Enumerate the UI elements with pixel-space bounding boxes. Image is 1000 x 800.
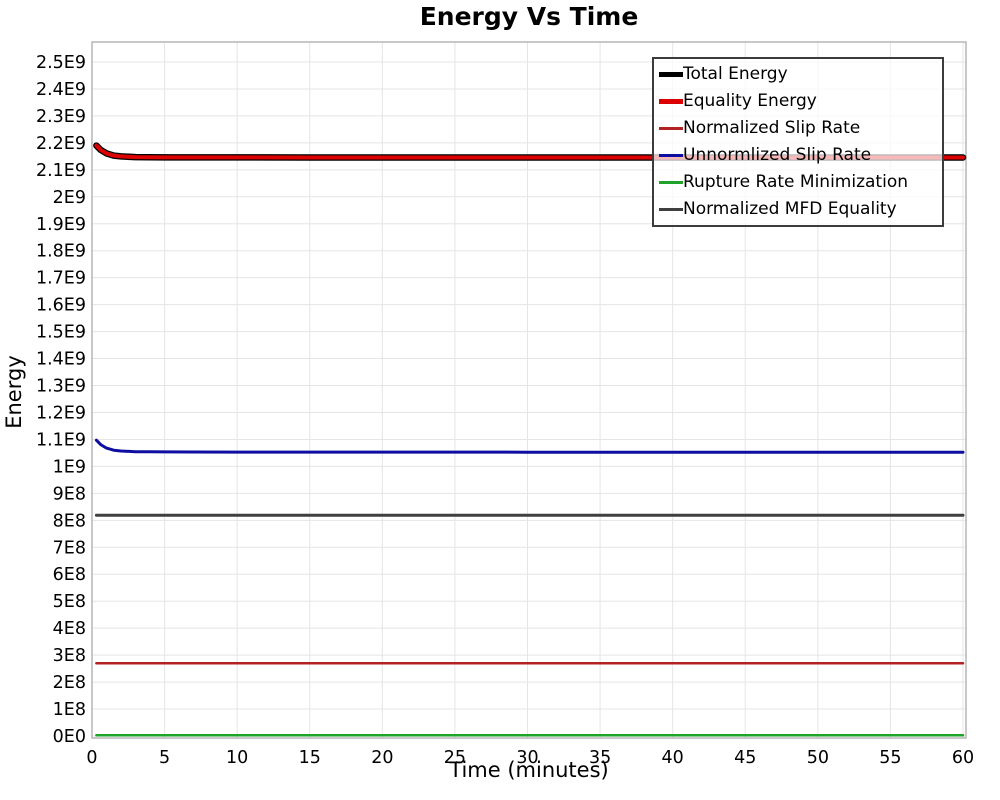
x-tick-label: 40: [662, 748, 684, 768]
y-tick-label: 1E8: [53, 700, 86, 720]
legend-swatch-equality-energy: [659, 99, 683, 104]
legend-label: Equality Energy: [683, 91, 817, 111]
legend-swatch-normalized-mfd-equality: [659, 208, 683, 211]
y-tick-label: 2.4E9: [36, 80, 86, 100]
y-tick-label: 9E8: [53, 484, 86, 504]
y-tick-label: 2.1E9: [36, 161, 86, 181]
y-tick-label: 6E8: [53, 565, 86, 585]
x-axis-title: Time (minutes): [449, 758, 609, 782]
y-tick-label: 7E8: [53, 538, 86, 558]
y-tick-label: 5E8: [53, 592, 86, 612]
y-tick-label: 0E0: [53, 727, 86, 747]
legend-item-rupture-rate-minimization: Rupture Rate Minimization: [659, 169, 938, 196]
legend-item-equality-energy: Equality Energy: [659, 88, 938, 115]
y-tick-label: 4E8: [53, 619, 86, 639]
plot-border: [91, 41, 967, 739]
legend-label: Normalized MFD Equality: [683, 199, 897, 219]
x-tick-label: 15: [299, 748, 321, 768]
x-tick-label: 45: [734, 748, 756, 768]
y-tick-label: 2.3E9: [36, 107, 86, 127]
x-tick-label: 0: [86, 748, 97, 768]
legend-item-unnormlized-slip-rate: Unnormlized Slip Rate: [659, 142, 938, 169]
legend-item-normalized-slip-rate: Normalized Slip Rate: [659, 115, 938, 142]
legend-label: Total Energy: [683, 64, 788, 84]
series-line-equality-energy: [94, 143, 965, 160]
y-tick-label: 3E8: [53, 646, 86, 666]
x-tick-label: 35: [589, 748, 611, 768]
x-tick-label: 10: [226, 748, 248, 768]
y-tick-label: 1.2E9: [36, 403, 86, 423]
y-tick-label: 2E9: [53, 188, 86, 208]
legend-label: Rupture Rate Minimization: [683, 172, 908, 192]
y-tick-label: 1.9E9: [36, 215, 86, 235]
y-tick-label: 1.1E9: [36, 430, 86, 450]
y-tick-label: 8E8: [53, 511, 86, 531]
legend-swatch-normalized-slip-rate: [659, 127, 683, 130]
y-tick-label: 2E8: [53, 673, 86, 693]
y-tick-label: 1.3E9: [36, 377, 86, 397]
x-tick-label: 5: [159, 748, 170, 768]
legend-item-total-energy: Total Energy: [659, 61, 938, 88]
x-tick-label: 25: [444, 748, 466, 768]
x-tick-label: 60: [952, 748, 974, 768]
legend: Total Energy Equality Energy Normalized Sl…: [652, 57, 944, 227]
legend-label: Normalized Slip Rate: [683, 118, 861, 138]
legend-swatch-rupture-rate-minimization: [659, 181, 683, 184]
y-tick-label: 1.5E9: [36, 323, 86, 343]
x-tick-label: 20: [371, 748, 393, 768]
y-tick-label: 1.4E9: [36, 350, 86, 370]
chart-title: Energy Vs Time: [419, 2, 639, 31]
x-tick-label: 50: [807, 748, 829, 768]
y-tick-label: 1.8E9: [36, 242, 86, 262]
x-tick-label: 30: [516, 748, 538, 768]
x-tick-labels: 0 5 10 15 20 25 30 35 40 45 50 55 60: [86, 748, 974, 768]
series-line-unnormlized-slip-rate: [94, 438, 965, 454]
legend-item-normalized-mfd-equality: Normalized MFD Equality: [659, 196, 938, 223]
y-tick-labels: 0E0 1E8 2E8 3E8 4E8 5E8 6E8 7E8 8E8 9E8 1E9 1.1E9 1.…: [36, 53, 86, 747]
legend-swatch-unnormlized-slip-rate: [659, 154, 683, 157]
y-tick-label: 2.2E9: [36, 134, 86, 154]
y-tick-label: 1E9: [53, 457, 86, 477]
y-tick-label: 2.5E9: [36, 53, 86, 73]
series-lines: [93, 142, 967, 737]
legend-swatch-total-energy: [659, 72, 683, 77]
y-tick-label: 1.7E9: [36, 269, 86, 289]
y-tick-label: 1.6E9: [36, 296, 86, 316]
legend-label: Unnormlized Slip Rate: [683, 145, 872, 165]
x-tick-label: 55: [879, 748, 901, 768]
